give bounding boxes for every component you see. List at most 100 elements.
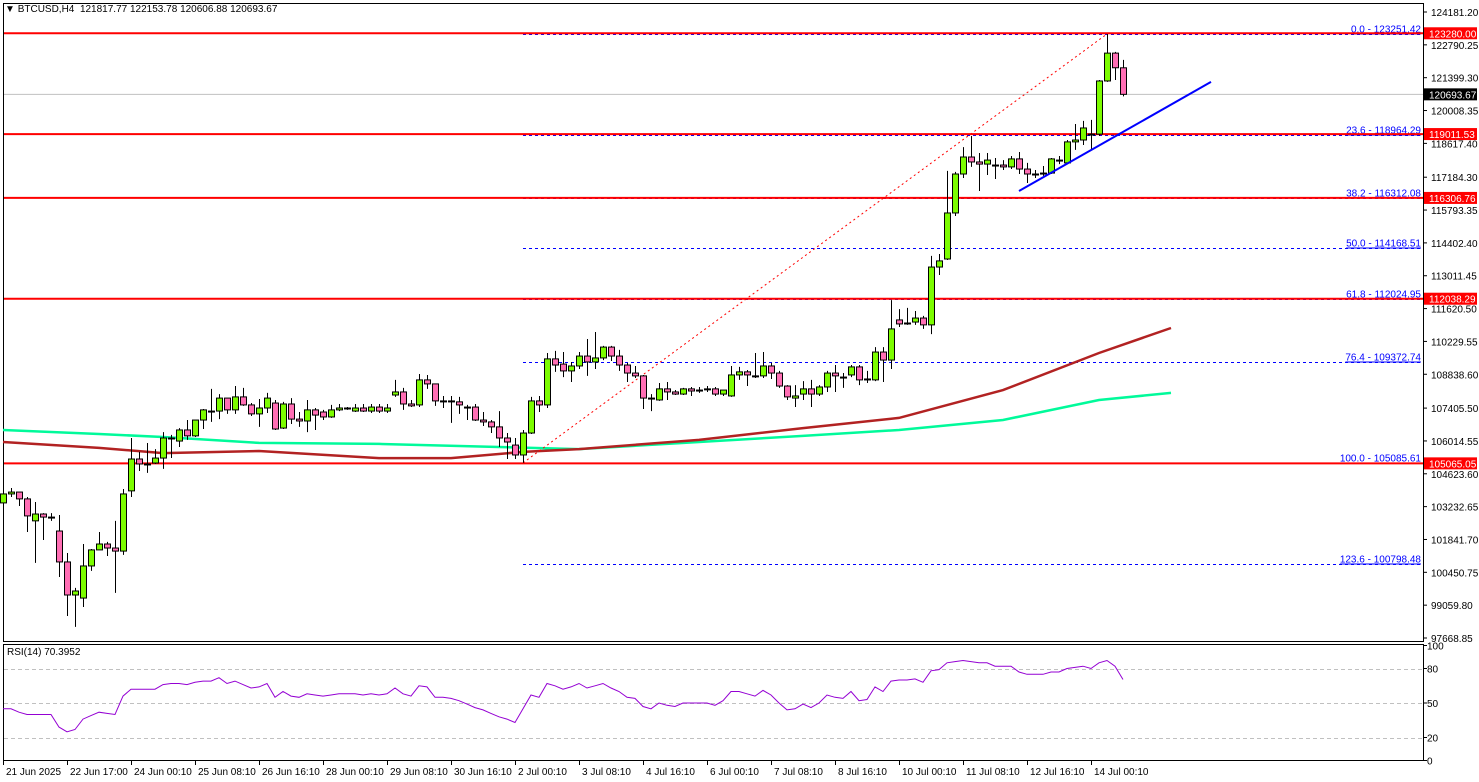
- candle-body: [496, 426, 503, 439]
- candle-body: [488, 421, 495, 428]
- candle-body: [304, 409, 311, 422]
- candle: [56, 514, 63, 578]
- price-axis-label: 110229.55: [1431, 337, 1478, 348]
- rsi-label: RSI(14) 70.3952: [7, 647, 81, 658]
- candle-body: [288, 403, 295, 420]
- candle-body: [624, 364, 631, 374]
- price-axis-label: 117184.30: [1431, 173, 1478, 184]
- candle: [1080, 120, 1087, 145]
- candle: [1016, 152, 1023, 175]
- candle: [136, 451, 143, 472]
- candle-body: [16, 491, 23, 500]
- candle: [736, 366, 743, 380]
- time-axis-label: 3 Jul 08:10: [582, 767, 631, 778]
- candle: [1120, 59, 1127, 97]
- candle-body: [328, 409, 335, 418]
- candle: [864, 370, 871, 383]
- collapse-arrow-icon[interactable]: ▼: [5, 4, 15, 15]
- candle: [448, 395, 455, 423]
- time-axis-label: 26 Jun 16:10: [262, 767, 320, 778]
- fib-level-label: 50.0 - 114168.51: [1346, 239, 1421, 250]
- candle: [552, 350, 559, 372]
- candle: [320, 409, 327, 421]
- candle: [800, 381, 807, 400]
- candle-body: [400, 391, 407, 405]
- candle-body: [472, 406, 479, 421]
- candle: [1088, 119, 1095, 149]
- candle-body: [520, 432, 527, 456]
- candle-body: [448, 400, 455, 403]
- candle: [1064, 140, 1071, 165]
- candle-body: [1120, 67, 1127, 95]
- candle: [376, 403, 383, 413]
- candle-body: [0, 493, 7, 504]
- moving-average-line: [2, 326, 1172, 460]
- candle: [96, 531, 103, 551]
- time-axis-label: 24 Jun 00:10: [134, 767, 192, 778]
- candle: [776, 370, 783, 388]
- candle-body: [808, 388, 815, 395]
- candle-body: [48, 516, 55, 519]
- candle-body: [552, 358, 559, 366]
- price-axis-label: 104623.60: [1431, 470, 1479, 481]
- candle-body: [592, 357, 599, 363]
- fib-level-label: 76.4 - 109372.74: [1345, 353, 1421, 364]
- candle: [120, 488, 127, 555]
- candle: [264, 392, 271, 413]
- candle: [48, 513, 55, 521]
- candle: [944, 170, 951, 260]
- candle: [728, 365, 735, 397]
- candle: [8, 488, 15, 498]
- candle: [632, 365, 639, 379]
- candle-body: [776, 372, 783, 387]
- candle-body: [256, 407, 263, 415]
- candle-body: [960, 156, 967, 175]
- candle: [832, 365, 839, 392]
- candle: [576, 352, 583, 370]
- candle-body: [440, 400, 447, 403]
- price-tag: [1424, 128, 1477, 141]
- candle-body: [680, 388, 687, 395]
- candle: [1040, 165, 1047, 176]
- time-axis-label: 25 Jun 08:10: [198, 767, 256, 778]
- candle-body: [976, 161, 983, 165]
- candle-body: [648, 397, 655, 400]
- candle-body: [312, 409, 319, 416]
- candle: [936, 254, 943, 276]
- candle: [312, 407, 319, 430]
- main-panel-frame: [3, 3, 1424, 642]
- ohlc-close: 120693.67: [230, 4, 278, 15]
- candle: [872, 347, 879, 382]
- price-axis-label: 99059.80: [1431, 601, 1473, 612]
- price-axis-label: 113011.45: [1431, 272, 1477, 283]
- candle-body: [168, 437, 175, 440]
- candle-body: [88, 549, 95, 567]
- price-tag-label: 105065.05: [1429, 459, 1477, 470]
- candle: [1096, 80, 1103, 136]
- candle-body: [200, 409, 207, 421]
- candle: [152, 449, 159, 464]
- fib-level-label: 23.6 - 118964.29: [1346, 126, 1421, 137]
- candle-body: [760, 365, 767, 377]
- candle-body: [832, 372, 839, 377]
- fibonacci-trend-line[interactable]: [522, 33, 1108, 464]
- price-tag: [1424, 191, 1477, 204]
- price-tag-label: 123280.00: [1429, 29, 1477, 40]
- candle: [888, 300, 895, 370]
- candle: [592, 331, 599, 370]
- candle-body: [72, 590, 79, 596]
- candle-body: [1096, 80, 1103, 135]
- ascending-trendline[interactable]: [1018, 81, 1212, 192]
- chart-header: ▼ BTCUSD,H4 121817.77 122153.78 120606.8…: [5, 4, 277, 15]
- candle: [40, 513, 47, 540]
- candle: [336, 403, 343, 412]
- candle: [968, 135, 975, 167]
- candle: [480, 412, 487, 426]
- candle: [352, 403, 359, 413]
- price-tag: [1424, 27, 1477, 40]
- candle-body: [224, 397, 231, 411]
- candle: [584, 339, 591, 376]
- candle-body: [656, 388, 663, 401]
- candle: [904, 307, 911, 325]
